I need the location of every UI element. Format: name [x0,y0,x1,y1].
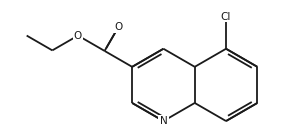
Text: Cl: Cl [221,12,231,22]
Bar [113,22,123,33]
Bar [73,30,83,41]
Text: N: N [160,116,167,126]
Bar [158,115,169,127]
Text: O: O [114,22,122,32]
Bar [218,12,234,22]
Text: O: O [74,31,82,41]
